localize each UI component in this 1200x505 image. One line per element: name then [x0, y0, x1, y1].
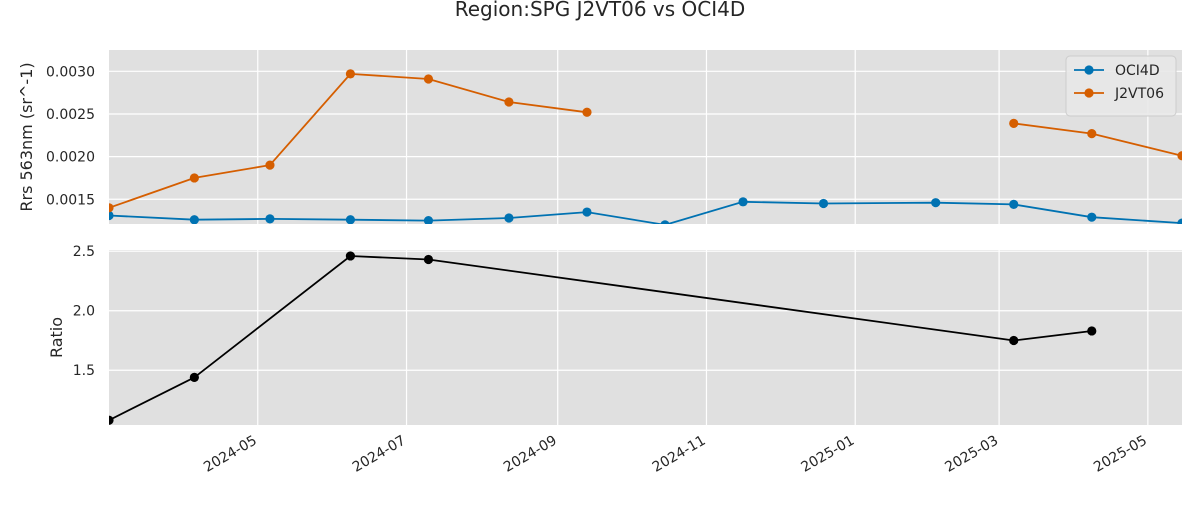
data-point: [582, 207, 592, 217]
data-point: [345, 251, 356, 261]
data-point: [818, 198, 829, 209]
x-tick-label: 2025-01: [799, 433, 858, 476]
legend: OCI4D J2VT06: [1065, 55, 1177, 117]
data-point: [582, 107, 592, 117]
data-point: [504, 213, 514, 223]
data-point: [109, 415, 114, 425]
data-point: [1177, 218, 1182, 224]
y-tick-label: 0.0025: [46, 107, 95, 123]
data-point: [1009, 335, 1019, 346]
legend-label: J2VT06: [1114, 86, 1164, 102]
x-tick-label: 2024-11: [650, 433, 709, 476]
legend-swatch-marker: [1084, 88, 1094, 98]
data-point: [265, 214, 275, 224]
y-tick-label: 2.5: [73, 244, 95, 260]
plot-area-1: [109, 50, 1182, 224]
data-point: [1087, 212, 1097, 222]
y-tick-label: 0.0020: [46, 150, 95, 166]
x-tick-label: 2025-05: [1091, 433, 1150, 476]
y-tick-label: 0.0015: [46, 192, 95, 208]
y-tick-label: 0.0030: [46, 64, 95, 80]
data-point: [189, 215, 199, 224]
data-point: [660, 220, 670, 224]
x-tick-label: 2025-03: [942, 433, 1001, 476]
x-tick-label: 2024-05: [201, 433, 260, 476]
x-tick-label: 2024-07: [350, 433, 409, 476]
data-point: [1009, 118, 1019, 128]
data-point: [423, 254, 434, 265]
legend-swatch-marker: [1084, 65, 1094, 75]
data-point: [1087, 128, 1097, 139]
plot-area-2: [109, 250, 1182, 425]
y-axis-label: Rrs 563nm (sr^-1): [17, 62, 36, 211]
series-line: [109, 200, 1182, 224]
data-point: [738, 197, 748, 207]
y-axis-label: Ratio: [47, 317, 66, 358]
y-tick-label: 2.0: [73, 304, 95, 320]
data-point: [504, 97, 514, 107]
data-point: [423, 215, 434, 224]
x-tick-label: 2024-09: [501, 433, 560, 476]
data-point: [189, 372, 199, 382]
data-point: [1177, 151, 1182, 161]
data-point: [189, 173, 199, 183]
legend-box: [1065, 55, 1177, 117]
data-point: [345, 215, 356, 224]
series-j2vt06: [109, 69, 1182, 213]
data-point: [345, 69, 356, 79]
series-oci4d: [109, 197, 1182, 224]
data-point: [931, 198, 941, 208]
chart-title: Region:SPG J2VT06 vs OCI4D: [455, 0, 746, 21]
data-point: [423, 74, 434, 84]
data-point: [1087, 326, 1097, 336]
legend-label: OCI4D: [1115, 63, 1160, 79]
series-ratio: [109, 251, 1097, 425]
y-tick-label: 1.5: [73, 363, 95, 379]
data-point: [1009, 199, 1019, 209]
series-line: [109, 255, 1092, 422]
data-point: [109, 203, 114, 213]
data-point: [109, 210, 114, 221]
data-point: [265, 160, 275, 170]
